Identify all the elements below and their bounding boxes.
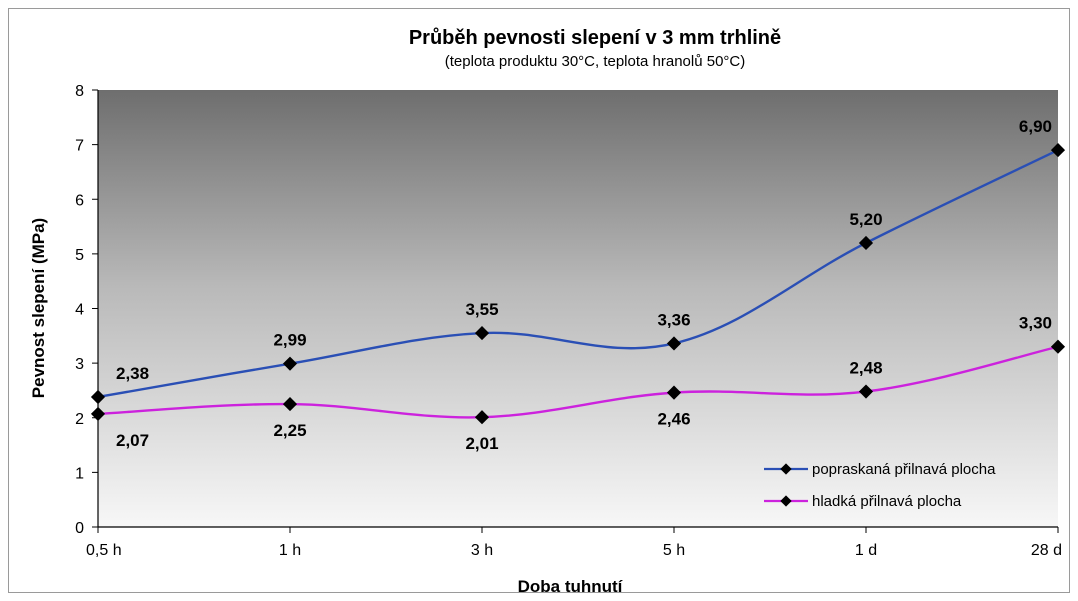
data-label: 3,55 [465,300,498,319]
data-label: 2,25 [273,421,306,440]
data-point [1050,143,1066,158]
y-tick-label: 4 [75,302,84,319]
data-point [282,397,298,412]
data-point [1050,339,1066,354]
legend-item-1: popraskaná přilnavá plocha [764,461,996,478]
data-label: 6,90 [1019,117,1052,136]
legend: popraskaná přilnavá plocha hladká přilna… [764,461,996,510]
chart-subtitle: (teplota produktu 30°C, teplota hranolů … [445,53,746,70]
legend-label-1: popraskaná přilnavá plocha [812,461,996,478]
data-label: 2,38 [116,364,149,383]
data-label: 5,20 [849,210,882,229]
data-point [282,356,298,371]
y-tick-label: 5 [75,247,84,264]
data-point [858,235,874,251]
y-tick-label: 2 [75,411,84,428]
data-label: 3,30 [1019,314,1052,333]
data-point [474,326,490,341]
legend-item-2: hladká přilnavá plocha [764,493,962,510]
x-tick-label: 0,5 h [86,542,122,559]
y-tick-label: 8 [75,83,84,100]
x-tick-label: 3 h [471,542,493,559]
x-tick-label: 5 h [663,542,685,559]
y-tick-label: 1 [75,465,84,482]
data-labels: 2,38 2,99 3,55 3,36 5,20 6,90 2,07 2,25 2,01 2,46… [116,117,1052,453]
x-axis-title: Doba tuhnutí [518,577,624,596]
data-point [666,336,682,351]
data-point [90,406,106,421]
data-label: 2,46 [657,410,690,429]
legend-marker-1 [780,463,792,475]
x-tick-label: 28 d [1031,542,1062,559]
series-layer [90,143,1066,425]
y-tick-label: 0 [75,520,84,537]
data-label: 2,99 [273,331,306,350]
x-tick-label: 1 d [855,542,877,559]
series-line-2 [97,345,1059,419]
data-point [474,410,490,425]
y-axis-title: Pevnost slepení (MPa) [29,218,48,398]
axes: 0 1 2 3 4 5 6 7 8 0,5 h 1 h 3 h 5 h 1 d 28 d [75,83,1062,559]
y-tick-label: 6 [75,192,84,209]
data-label: 3,36 [657,310,690,329]
data-label: 2,07 [116,431,149,450]
data-label: 2,48 [849,359,882,378]
data-point [858,384,874,399]
y-tick-label: 3 [75,356,84,373]
series-line-1 [97,149,1059,399]
data-point [90,389,106,405]
data-label: 2,01 [465,434,498,453]
x-tick-label: 1 h [279,542,301,559]
legend-marker-2 [780,495,792,507]
data-point [666,385,682,400]
plot-area [98,90,1058,527]
chart-title: Průběh pevnosti slepení v 3 mm trhlině [409,27,781,49]
legend-label-2: hladká přilnavá plocha [812,493,962,510]
y-tick-label: 7 [75,138,84,155]
